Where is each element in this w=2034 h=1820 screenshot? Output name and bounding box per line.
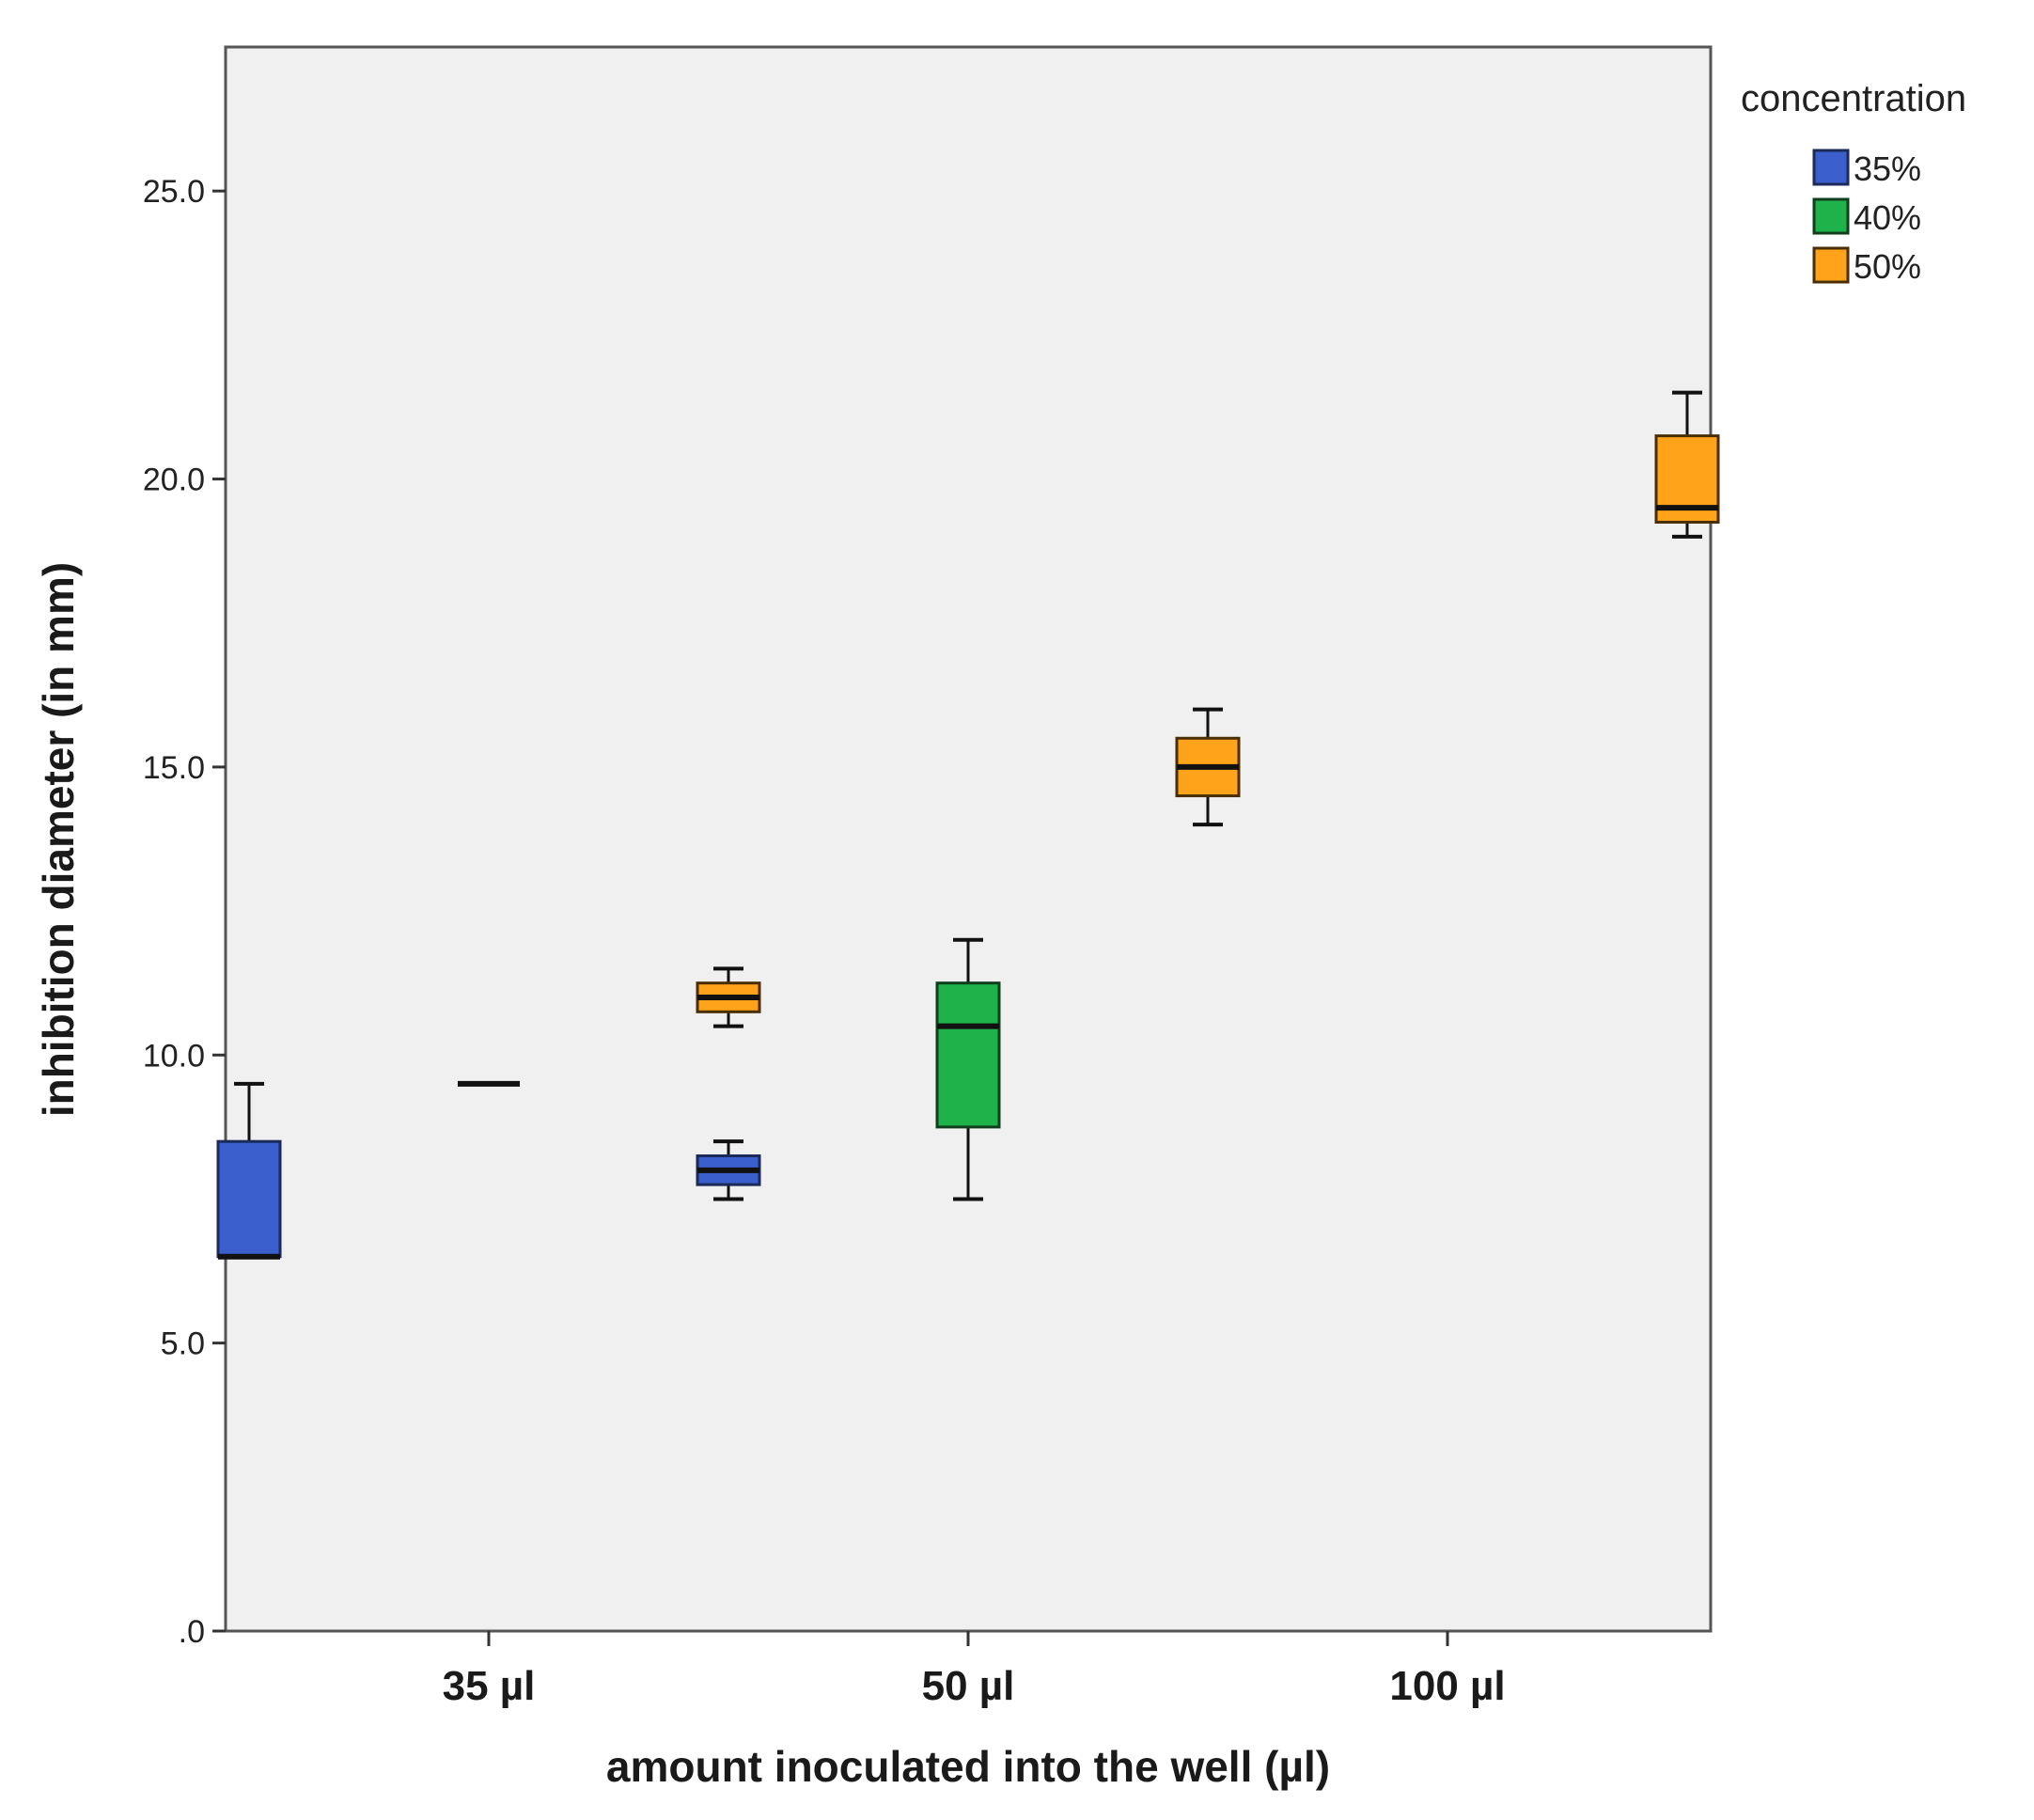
box-40pct-1 xyxy=(935,937,1001,1201)
box-35pct-1 xyxy=(696,1139,761,1201)
plot-area xyxy=(224,45,1713,1633)
legend-label-35pct: 35% xyxy=(1854,149,1921,188)
x-axis-title: amount inoculated into the well (µl) xyxy=(606,1742,1330,1791)
legend: concentration 35% 40% 50% xyxy=(1741,78,1966,286)
box-iqr xyxy=(216,1139,282,1259)
box-50pct-1 xyxy=(1175,707,1241,827)
x-axis: 35 µl 50 µl 100 µl xyxy=(443,1631,1506,1709)
y-tick-label: 5.0 xyxy=(161,1326,205,1362)
box-50pct-0 xyxy=(696,966,761,1028)
box-50pct-2 xyxy=(1654,390,1720,539)
box-iqr xyxy=(935,981,1001,1129)
legend-items: 35% 40% 50% xyxy=(1812,149,1921,286)
y-tick-label: 25.0 xyxy=(143,174,205,210)
legend-label-50pct: 50% xyxy=(1854,247,1921,286)
y-tick-label: 10.0 xyxy=(143,1038,205,1074)
y-axis: .0 5.0 10.0 15.0 20.0 25.0 xyxy=(143,174,226,1650)
legend-swatch-35pct xyxy=(1812,149,1850,186)
y-axis-title: inhibition diameter (in mm) xyxy=(34,562,83,1117)
x-tick-label: 50 µl xyxy=(922,1663,1015,1709)
legend-label-40pct: 40% xyxy=(1854,198,1921,237)
box-group xyxy=(216,390,1720,1260)
y-tick-label: 15.0 xyxy=(143,750,205,786)
box-35pct-0 xyxy=(216,1081,282,1260)
y-tick-label: 20.0 xyxy=(143,463,205,498)
legend-swatch-40pct xyxy=(1812,197,1850,235)
legend-title: concentration xyxy=(1741,78,1966,119)
y-tick-label: .0 xyxy=(179,1614,205,1650)
legend-swatch-50pct xyxy=(1812,246,1850,284)
x-tick-label: 35 µl xyxy=(443,1663,536,1709)
x-tick-label: 100 µl xyxy=(1389,1663,1505,1709)
